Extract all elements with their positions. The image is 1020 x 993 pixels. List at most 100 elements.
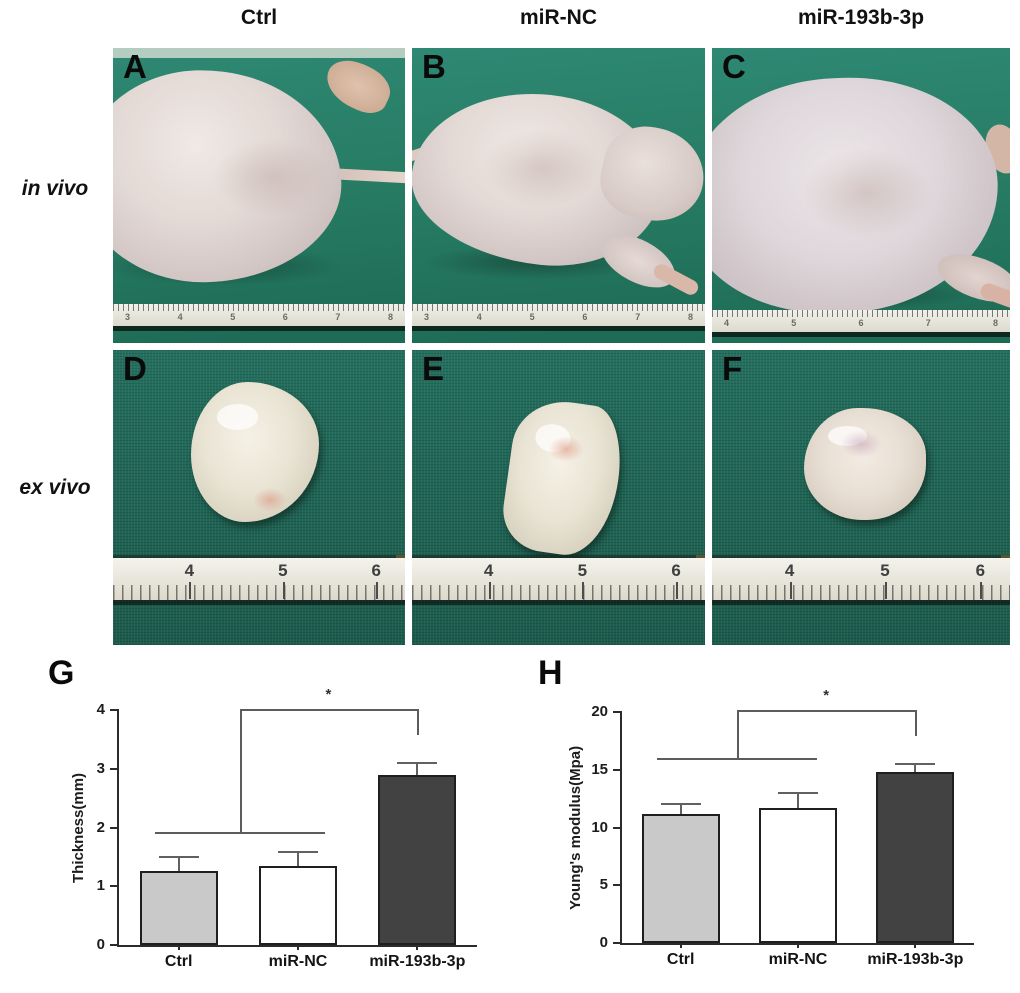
y-axis-tick xyxy=(613,768,622,771)
tumor-pink-spot xyxy=(253,488,287,512)
y-axis-tick-label: 4 xyxy=(96,701,105,718)
significance-bracket-connector xyxy=(736,709,739,759)
tumor-specimen-shape xyxy=(497,395,629,561)
significance-bracket-drop xyxy=(417,708,420,736)
ruler: 4 5 6 xyxy=(712,555,1010,605)
ruler-number: 4 xyxy=(471,561,507,599)
panel-letter-h: H xyxy=(538,654,563,692)
ruler-number: 6 xyxy=(858,318,864,328)
ruler-number: 6 xyxy=(658,561,694,599)
tumor-specimen-shape xyxy=(804,408,926,520)
y-axis-tick-label: 3 xyxy=(96,759,105,777)
significance-bracket-lower xyxy=(657,758,817,761)
x-axis-category-label: miR-NC xyxy=(268,953,328,970)
ruler-number: 8 xyxy=(387,312,393,322)
plot-area: 0 1 2 3 4 Ctrl miR-NC miR-193b-3p * xyxy=(97,686,477,970)
ruler: 4 5 6 xyxy=(113,555,405,605)
column-header-mir-193b-3p: miR-193b-3p xyxy=(797,6,925,29)
y-axis-tick xyxy=(613,884,622,887)
x-axis-tick xyxy=(416,945,419,950)
photo-background-edge xyxy=(113,48,405,58)
ruler-number: 8 xyxy=(687,312,693,322)
ruler-number: 6 xyxy=(582,312,588,322)
ruler-number: 7 xyxy=(335,312,341,322)
ruler-number: 8 xyxy=(992,318,998,328)
ruler: 4 5 6 7 8 xyxy=(712,310,1010,337)
y-axis-tick xyxy=(613,826,622,829)
y-axis-tick-label: 0 xyxy=(599,934,608,951)
column-header-ctrl: Ctrl xyxy=(240,6,278,29)
y-axis-tick xyxy=(110,826,119,829)
ruler-number: 5 xyxy=(230,312,236,322)
y-axis-tick xyxy=(110,944,119,946)
ruler: 3 4 5 6 7 8 xyxy=(412,304,705,331)
tumor-bulge-shading xyxy=(802,148,932,238)
x-axis-tick xyxy=(297,945,299,950)
x-axis-tick xyxy=(177,945,180,950)
ruler-number: 5 xyxy=(791,318,797,328)
ruler: 4 5 6 xyxy=(412,555,705,605)
y-axis-tick xyxy=(613,942,622,944)
significance-bracket-top xyxy=(239,708,420,711)
panel-letter-a: A xyxy=(123,48,147,85)
error-bar-cap xyxy=(397,761,438,764)
row-label-ex-vivo: ex vivo xyxy=(19,476,91,499)
error-bar-cap xyxy=(778,791,818,794)
panel-letter-d: D xyxy=(123,350,147,387)
significance-bracket-lower xyxy=(154,831,326,834)
ruler-number: 4 xyxy=(772,561,808,599)
bar-miR-NC xyxy=(759,807,837,943)
panel-letter-g: G xyxy=(48,654,75,692)
x-axis-category-label: Ctrl xyxy=(164,953,193,970)
ruler-number: 4 xyxy=(177,312,183,322)
ruler-number: 6 xyxy=(962,561,998,599)
error-bar xyxy=(297,852,299,871)
y-axis-tick xyxy=(613,711,622,713)
ruler-numbers: 4 5 6 7 8 xyxy=(712,318,1010,328)
mouse-foot-shape xyxy=(318,52,398,120)
photo-panel-f-tumor-mir-193b-3p: 4 5 6 F xyxy=(712,350,1010,645)
y-axis-tick xyxy=(110,767,119,770)
bar-miR-193b-3p xyxy=(378,774,457,945)
bar-miR-193b-3p xyxy=(876,772,955,943)
panel-letter-c: C xyxy=(722,48,746,85)
ruler: 3 4 5 6 7 8 xyxy=(113,304,405,331)
plot-area: 0 5 10 15 20 Ctrl miR-NC miR-193b-3p * xyxy=(591,687,974,968)
error-bar-cap xyxy=(660,803,701,806)
ruler-number: 4 xyxy=(171,561,207,599)
error-bar xyxy=(416,762,419,780)
ruler-number: 7 xyxy=(635,312,641,322)
significance-star: * xyxy=(823,686,830,704)
ruler-number: 4 xyxy=(724,318,730,328)
bar-chart-youngs-modulus: H Young's modulus(Mpa) 0 5 10 15 20 Ctrl miR-N… xyxy=(515,652,1015,993)
photo-panel-b-mouse-mir-nc: 3 4 5 6 7 8 B xyxy=(412,48,705,343)
error-bar xyxy=(797,792,799,813)
x-axis-category-label: miR-193b-3p xyxy=(369,953,466,970)
y-axis-tick-label: 5 xyxy=(599,876,608,894)
photo-panel-a-mouse-ctrl: 3 4 5 6 7 8 A xyxy=(113,48,405,343)
y-axis-tick xyxy=(110,709,119,711)
error-bar xyxy=(177,856,180,876)
bar-Ctrl xyxy=(641,813,720,943)
tumor-pink-spot xyxy=(548,436,584,462)
bar-chart-thickness: G Thickness(mm) 0 1 2 3 4 Ctrl miR-NC miR-193b-… xyxy=(30,652,510,993)
tumor-bulge-shading xyxy=(482,128,602,208)
tumor-pink-spot xyxy=(840,430,882,458)
y-axis-tick-label: 15 xyxy=(591,760,608,778)
bar-miR-NC xyxy=(259,865,337,945)
photo-panel-e-tumor-mir-nc: 4 5 6 E xyxy=(412,350,705,645)
ruler-numbers: 3 4 5 6 7 8 xyxy=(113,312,405,322)
panel-letter-f: F xyxy=(722,350,743,387)
error-bar xyxy=(914,763,917,778)
significance-star: * xyxy=(325,685,332,703)
error-bar-cap xyxy=(895,762,936,765)
x-axis-category-label: Ctrl xyxy=(666,951,695,968)
y-axis-tick-label: 2 xyxy=(96,818,105,836)
column-header-mir-nc: miR-NC xyxy=(520,6,597,29)
significance-bracket-drop xyxy=(915,709,918,737)
tumor-bulge-shading xyxy=(213,138,333,218)
y-axis-tick-label: 10 xyxy=(591,818,608,836)
significance-bracket-connector xyxy=(239,708,242,832)
photo-panel-d-tumor-ctrl: 4 5 6 D xyxy=(113,350,405,645)
